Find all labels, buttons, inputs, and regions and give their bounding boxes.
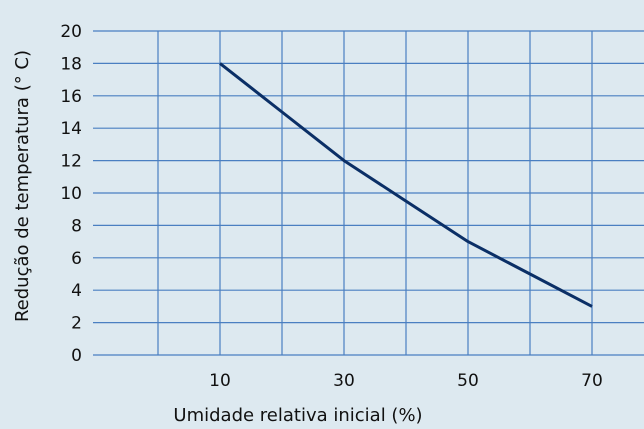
- y-tick-label: 16: [60, 87, 82, 107]
- y-tick-label: 2: [71, 314, 82, 334]
- y-axis-ticks: 0 2 4 6 8 10 12 14 16 18 20: [60, 22, 82, 366]
- grid: [93, 30, 644, 356]
- y-tick-label: 0: [71, 346, 82, 366]
- x-tick-label: 10: [209, 371, 231, 391]
- x-axis-ticks: 10 30 50 70: [209, 371, 603, 391]
- y-tick-label: 8: [71, 216, 82, 236]
- x-tick-label: 50: [457, 371, 479, 391]
- y-axis-title: Redução de temperatura (° C): [12, 50, 33, 322]
- series-group: [219, 62, 593, 308]
- x-axis-title: Umidade relativa inicial (%): [173, 405, 422, 426]
- y-tick-label: 18: [60, 54, 82, 74]
- y-tick-label: 12: [60, 152, 82, 172]
- y-tick-label: 4: [71, 281, 82, 301]
- y-tick-label: 10: [60, 184, 82, 204]
- x-tick-label: 30: [333, 371, 355, 391]
- y-tick-label: 14: [60, 119, 82, 139]
- y-tick-label: 6: [71, 249, 82, 269]
- series-line: [219, 62, 593, 308]
- x-tick-label: 70: [581, 371, 603, 391]
- y-tick-label: 20: [60, 22, 82, 42]
